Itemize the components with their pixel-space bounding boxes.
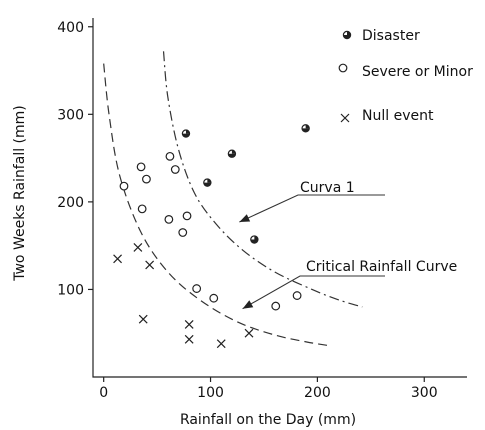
null-event-point [244,328,254,338]
disaster-point-fill [182,133,190,138]
null-event-point [138,314,148,324]
disaster-point [301,124,310,133]
x-axis-title: Rainfall on the Day (mm) [180,412,356,428]
annotation-leader-line [239,194,385,223]
annotation-leader-line [242,275,385,310]
annotation-arrowhead [239,214,251,223]
y-tick-label: 100 [57,282,84,298]
annotation-leaders [239,194,385,310]
severe-or-minor-point [165,151,175,161]
severe-or-minor-point [170,165,180,174]
severe-or-minor-point [137,204,147,214]
severe-or-minor-point [292,291,302,300]
annotation-critical-rainfall-curve: Critical Rainfall Curve [306,259,457,275]
severe-or-minor-point [164,214,174,224]
x-tick-label: 200 [304,385,331,401]
disaster-point-fill [250,239,258,244]
legend-marker-disaster-fill [343,35,351,39]
severe-or-minor-point [119,181,129,191]
disaster-point-fill [203,182,211,187]
x-tick-label: 300 [411,385,438,401]
null-event-point [216,339,226,349]
curva-1-line [162,51,363,308]
legend-marker-disaster [342,30,352,40]
legend-markers [338,30,352,123]
severe-or-minor-point [271,301,281,311]
null-event-point [184,334,194,344]
disaster-point [250,235,259,244]
legend-label-severe: Severe or Minor [362,64,473,80]
null-event-point [113,254,123,264]
severe-or-minor-point [192,284,202,293]
legend-label-disaster: Disaster [362,28,420,44]
null-event-point [184,320,194,329]
legend-marker-null [340,113,350,123]
severe-or-minor-point [209,293,219,303]
legend-marker-severe [338,63,348,73]
disaster-point [181,129,191,138]
annotation-curva-1: Curva 1 [300,180,355,196]
x-tick-label: 100 [197,385,224,401]
curves [103,51,363,347]
severe-or-minor-point [142,174,151,184]
legend-marker-disaster-fill [347,31,351,35]
severe-or-minor-point [178,228,188,237]
y-tick-label: 400 [57,20,84,36]
null-event-point [133,242,143,252]
severe-or-minor-point [182,211,192,221]
legend-label-null: Null event [362,108,434,124]
disaster-point [203,178,212,187]
disaster-point-fill [302,128,310,132]
y-tick-label: 300 [57,107,84,123]
severe-or-minor-point [136,162,146,172]
annotation-arrowhead [242,300,254,309]
data-points [113,124,310,349]
null-event-point [145,260,155,270]
disaster-point-fill [228,153,236,158]
axis-lines [92,18,467,378]
critical-rainfall-curve-line [103,63,329,347]
legend: Disaster Severe or Minor Null event [338,28,473,124]
disaster-point-fill [254,235,258,240]
x-tick-label: 0 [99,385,108,401]
y-axis-title: Two Weeks Rainfall (mm) [12,105,28,282]
disaster-point-fill [185,129,190,134]
disaster-point [227,149,237,158]
disaster-point-fill [305,124,310,129]
axes: 100 200 300 400 0 100 200 300 [57,18,467,401]
y-tick-label: 200 [57,195,84,211]
disaster-point-fill [207,179,211,183]
disaster-point-fill [231,150,236,154]
